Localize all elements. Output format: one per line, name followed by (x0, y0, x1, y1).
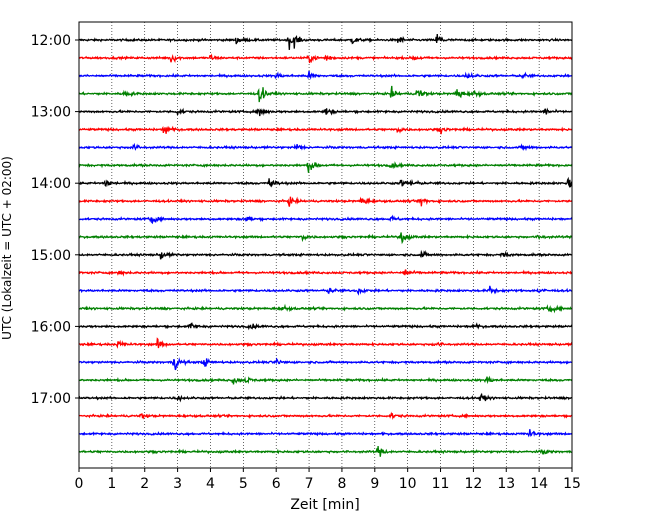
x-tick-label: 5 (239, 476, 248, 492)
x-tick-label: 12 (464, 476, 482, 492)
x-tick-label: 14 (530, 476, 548, 492)
axes: 0 1 2 3 4 5 6 7 8 9 10 11 12 13 14 1512:0013:0014:0015:… (31, 21, 581, 492)
trace-1515 (78, 269, 573, 277)
x-tick-label: 4 (206, 476, 215, 492)
y-tick-label: 17:00 (31, 391, 71, 407)
y-tick-label: 14:00 (31, 176, 71, 192)
trace-1230 (78, 70, 573, 80)
trace-1400 (78, 176, 573, 189)
y-tick-label: 15:00 (31, 248, 71, 264)
x-tick-label: 6 (272, 476, 281, 492)
x-tick-label: 13 (497, 476, 515, 492)
x-tick-label: 3 (173, 476, 182, 492)
x-tick-label: 1 (107, 476, 116, 492)
trace-1445 (78, 232, 573, 245)
x-tick-label: 0 (75, 476, 84, 492)
traces (78, 33, 573, 457)
y-tick-label: 13:00 (31, 105, 71, 121)
y-axis-title: UTC (Lokalzeit = UTC + 02:00) (0, 156, 14, 340)
trace-1315 (78, 125, 573, 135)
trace-1700 (78, 392, 573, 403)
trace-1630 (78, 357, 573, 371)
trace-1545 (78, 303, 573, 314)
trace-1415 (78, 196, 573, 207)
x-tick-label: 7 (305, 476, 314, 492)
trace-1300 (78, 107, 573, 117)
trace-1345 (78, 161, 573, 173)
trace-1530 (78, 285, 573, 296)
trace-1745 (78, 445, 573, 457)
trace-1330 (78, 142, 573, 152)
x-tick-label: 8 (337, 476, 346, 492)
trace-1730 (78, 429, 573, 438)
y-tick-label: 16:00 (31, 319, 71, 335)
x-tick-label: 9 (370, 476, 379, 492)
x-tick-label: 11 (432, 476, 450, 492)
plot-frame (78, 21, 573, 469)
trace-1500 (78, 249, 573, 260)
trace-1600 (78, 322, 573, 331)
x-tick-label: 2 (140, 476, 149, 492)
trace-1245 (78, 85, 573, 103)
trace-1645 (78, 375, 573, 385)
x-tick-label: 10 (399, 476, 417, 492)
trace-1430 (78, 214, 573, 225)
trace-1715 (78, 411, 573, 421)
trace-1215 (78, 53, 573, 64)
x-axis-title: Zeit [min] (290, 497, 359, 513)
trace-1615 (78, 337, 573, 349)
x-tick-label: 15 (563, 476, 581, 492)
trace-1200 (78, 33, 573, 50)
y-tick-label: 12:00 (31, 33, 71, 49)
grid-lines (111, 22, 540, 468)
